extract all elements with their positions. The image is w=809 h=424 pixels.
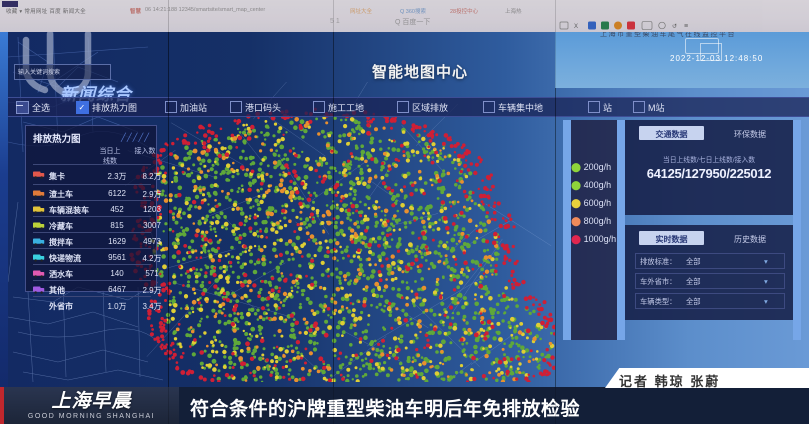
svg-text:X: X [574,24,578,30]
svg-text:≡: ≡ [684,23,688,30]
svg-text:↺: ↺ [672,23,677,30]
